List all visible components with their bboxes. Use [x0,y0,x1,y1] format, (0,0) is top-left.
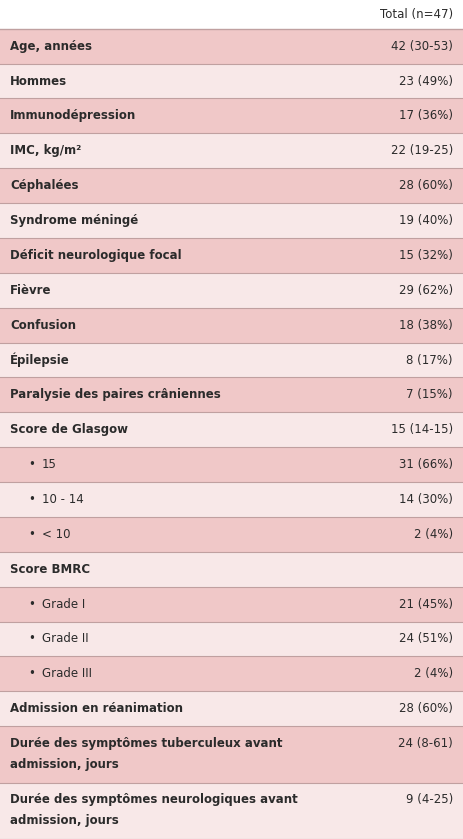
Bar [0,586,463,622]
Text: Épilepsie: Épilepsie [10,352,70,367]
Text: Score BMRC: Score BMRC [10,563,90,576]
Text: 31 (66%): 31 (66%) [399,458,453,472]
Text: •: • [28,667,35,680]
Text: 29 (62%): 29 (62%) [399,284,453,297]
Text: 14 (30%): 14 (30%) [399,493,453,506]
Text: Score de Glasgow: Score de Glasgow [10,423,128,436]
Text: •: • [28,633,35,645]
Text: admission, jours: admission, jours [10,758,119,771]
Text: Syndrome méningé: Syndrome méningé [10,214,138,227]
Text: Grade III: Grade III [42,667,92,680]
Text: •: • [28,493,35,506]
Bar [0,783,463,839]
Bar [0,168,463,203]
Bar [0,0,463,29]
Text: Durée des symptômes tuberculeux avant: Durée des symptômes tuberculeux avant [10,737,282,749]
Text: admission, jours: admission, jours [10,815,119,827]
Bar [0,447,463,482]
Bar [0,64,463,98]
Bar [0,412,463,447]
Bar [0,29,463,64]
Text: < 10: < 10 [42,528,70,541]
Bar [0,308,463,342]
Text: Déficit neurologique focal: Déficit neurologique focal [10,249,181,262]
Text: Confusion: Confusion [10,319,76,331]
Text: 15 (14-15): 15 (14-15) [391,423,453,436]
Text: Grade II: Grade II [42,633,88,645]
Bar [0,517,463,552]
Bar [0,552,463,586]
Text: 18 (38%): 18 (38%) [399,319,453,331]
Text: IMC, kg/m²: IMC, kg/m² [10,144,81,157]
Text: Paralysie des paires crâniennes: Paralysie des paires crâniennes [10,388,221,401]
Bar [0,203,463,238]
Text: 2 (4%): 2 (4%) [414,528,453,541]
Text: 15 (32%): 15 (32%) [399,249,453,262]
Text: Fièvre: Fièvre [10,284,51,297]
Text: •: • [28,458,35,472]
Text: 19 (40%): 19 (40%) [399,214,453,227]
Text: 24 (8-61): 24 (8-61) [398,737,453,749]
Bar [0,691,463,727]
Text: Age, années: Age, années [10,39,92,53]
Text: Admission en réanimation: Admission en réanimation [10,702,183,715]
Text: 28 (60%): 28 (60%) [399,180,453,192]
Text: 23 (49%): 23 (49%) [399,75,453,87]
Text: 7 (15%): 7 (15%) [407,388,453,401]
Text: Total (n=47): Total (n=47) [380,8,453,21]
Text: 17 (36%): 17 (36%) [399,109,453,122]
Text: Immunodépression: Immunodépression [10,109,136,122]
Text: 22 (19-25): 22 (19-25) [391,144,453,157]
Text: 28 (60%): 28 (60%) [399,702,453,715]
Bar [0,727,463,783]
Bar [0,482,463,517]
Bar [0,342,463,378]
Text: Durée des symptômes neurologiques avant: Durée des symptômes neurologiques avant [10,793,298,806]
Bar [0,622,463,656]
Bar [0,238,463,273]
Text: Hommes: Hommes [10,75,67,87]
Text: 42 (30-53): 42 (30-53) [391,39,453,53]
Text: 21 (45%): 21 (45%) [399,597,453,611]
Text: 24 (51%): 24 (51%) [399,633,453,645]
Text: •: • [28,597,35,611]
Text: 8 (17%): 8 (17%) [407,353,453,367]
Text: 10 - 14: 10 - 14 [42,493,84,506]
Bar [0,273,463,308]
Bar [0,378,463,412]
Text: Céphalées: Céphalées [10,180,79,192]
Text: 2 (4%): 2 (4%) [414,667,453,680]
Bar [0,656,463,691]
Text: 15: 15 [42,458,57,472]
Text: Grade I: Grade I [42,597,85,611]
Text: •: • [28,528,35,541]
Bar [0,98,463,133]
Bar [0,133,463,168]
Text: 9 (4-25): 9 (4-25) [406,793,453,806]
